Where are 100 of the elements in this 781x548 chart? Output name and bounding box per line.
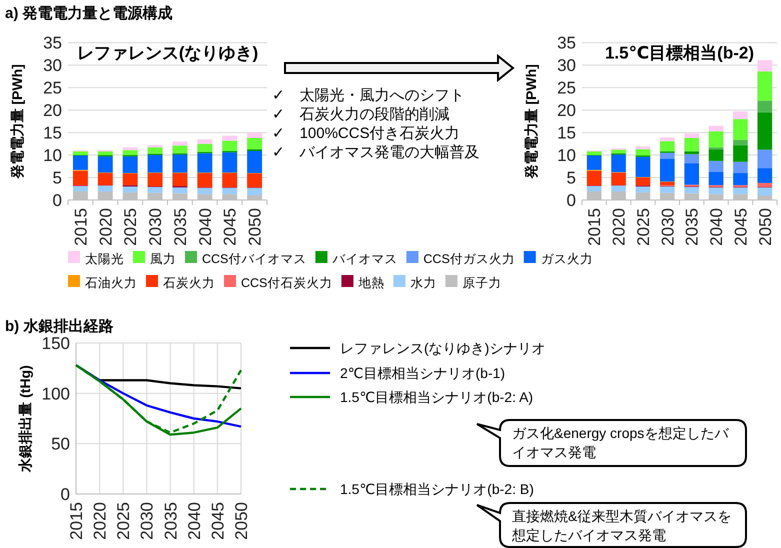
x-tick-label: 2025 bbox=[634, 208, 653, 246]
bar bbox=[148, 147, 163, 154]
text: ✓ 石炭火力の段階的削減 bbox=[272, 106, 450, 123]
bar bbox=[708, 149, 724, 161]
y-axis-title: 発電電力量 [PWh] bbox=[523, 64, 539, 180]
bar bbox=[172, 173, 188, 186]
bar bbox=[733, 162, 748, 174]
bar bbox=[684, 138, 699, 152]
bar bbox=[197, 144, 212, 152]
legend-label: 地熱 bbox=[357, 276, 384, 290]
bar bbox=[733, 173, 748, 186]
x-tick-label: 2020 bbox=[96, 208, 116, 246]
bar bbox=[733, 145, 748, 162]
bar bbox=[98, 173, 113, 186]
legend-label: 太陽光 bbox=[85, 252, 124, 266]
legend-label: CCS付ガス火力 bbox=[423, 252, 515, 266]
y-tick-label: 0 bbox=[566, 191, 576, 210]
bar bbox=[122, 150, 138, 156]
bar bbox=[684, 151, 699, 154]
x-tick-label: 2040 bbox=[196, 208, 215, 246]
legend-label: 1.5℃目標相当シナリオ(b-2: A) bbox=[340, 389, 534, 405]
bar bbox=[660, 152, 675, 159]
x-tick-label: 2045 bbox=[208, 502, 228, 540]
bar bbox=[172, 187, 188, 194]
chart-title: レファレンス(なりゆき) bbox=[76, 44, 258, 63]
y-tick-label: 5 bbox=[52, 168, 62, 188]
bar bbox=[684, 154, 699, 164]
y-tick-label: 35 bbox=[43, 34, 62, 53]
bar bbox=[708, 172, 724, 186]
bar bbox=[197, 139, 212, 144]
bar bbox=[758, 168, 772, 183]
legend-label: CCS付バイオマス bbox=[202, 252, 306, 266]
y-tick-label: 0 bbox=[52, 191, 62, 210]
y-tick-label: 150 bbox=[42, 334, 70, 353]
bar bbox=[72, 170, 88, 186]
bar bbox=[222, 136, 238, 141]
x-tick-label: 2020 bbox=[90, 502, 110, 540]
bar bbox=[122, 186, 138, 192]
y-tick-label: 0 bbox=[60, 485, 70, 504]
y-tick-label: 10 bbox=[557, 146, 576, 166]
text: ✓ 100%CCS付き石炭火力 bbox=[272, 125, 460, 142]
bar bbox=[148, 173, 163, 187]
bar bbox=[733, 187, 748, 194]
x-tick-label: 2045 bbox=[220, 208, 240, 246]
bar bbox=[72, 156, 88, 170]
x-tick-label: 2030 bbox=[146, 208, 166, 246]
bar bbox=[98, 186, 113, 192]
chart-title: b) 水銀排出経路 bbox=[5, 318, 114, 335]
bar bbox=[172, 142, 188, 146]
bar bbox=[611, 172, 626, 186]
bar bbox=[708, 131, 724, 148]
bar bbox=[660, 186, 675, 193]
x-tick-label: 2015 bbox=[585, 208, 604, 246]
bar bbox=[72, 186, 88, 192]
bar bbox=[586, 156, 602, 170]
y-tick-label: 25 bbox=[43, 78, 62, 98]
bar bbox=[611, 150, 626, 154]
chart-title: 1.5℃目標相当(b-2) bbox=[604, 44, 754, 63]
y-axis-title: 水銀排出量 (tHg) bbox=[17, 365, 33, 473]
text: ✓ バイオマス発電の大幅普及 bbox=[272, 144, 480, 161]
bar bbox=[172, 146, 188, 154]
x-tick-label: 2050 bbox=[756, 208, 775, 246]
bar bbox=[148, 155, 163, 173]
bar bbox=[758, 60, 772, 72]
bar bbox=[636, 146, 650, 150]
bar bbox=[586, 151, 602, 156]
text: ガス化&energy cropsを想定したバイオマス発電 bbox=[512, 425, 730, 460]
bar bbox=[247, 173, 262, 188]
legend-label: CCS付石炭火力 bbox=[241, 276, 332, 290]
x-tick-label: 2025 bbox=[121, 208, 140, 246]
bar bbox=[758, 150, 772, 168]
legend-label: 1.5℃目標相当シナリオ(b-2: B) bbox=[340, 481, 534, 497]
legend-label: バイオマス bbox=[331, 252, 398, 266]
x-tick-label: 2030 bbox=[138, 502, 157, 540]
bar bbox=[708, 126, 724, 132]
bar bbox=[708, 160, 724, 172]
bar bbox=[148, 186, 163, 193]
x-tick-label: 2025 bbox=[114, 502, 134, 540]
y-tick-label: 15 bbox=[557, 124, 576, 143]
legend-label: 水力 bbox=[410, 276, 436, 290]
bar bbox=[660, 138, 675, 142]
bar bbox=[72, 151, 88, 156]
y-tick-label: 50 bbox=[51, 434, 70, 454]
legend-label: 原子力 bbox=[462, 276, 502, 290]
bar bbox=[586, 186, 602, 192]
y-tick-label: 20 bbox=[557, 101, 576, 120]
bar bbox=[660, 141, 675, 152]
y-tick-label: 10 bbox=[43, 146, 62, 166]
y-tick-label: 30 bbox=[557, 56, 576, 76]
legend-label: 2℃目標相当シナリオ(b-1) bbox=[340, 365, 506, 381]
bar bbox=[611, 186, 626, 192]
text: 直接燃焼&従来型木質バイオマスを想定したバイオマス発電 bbox=[511, 508, 732, 543]
y-tick-label: 100 bbox=[42, 384, 70, 404]
bar bbox=[733, 140, 748, 146]
bar bbox=[636, 156, 650, 178]
legend-label: 石油火力 bbox=[85, 276, 137, 290]
x-tick-label: 2035 bbox=[170, 208, 190, 246]
bar bbox=[758, 187, 772, 196]
x-tick-label: 2030 bbox=[658, 208, 678, 246]
bar bbox=[222, 140, 238, 152]
